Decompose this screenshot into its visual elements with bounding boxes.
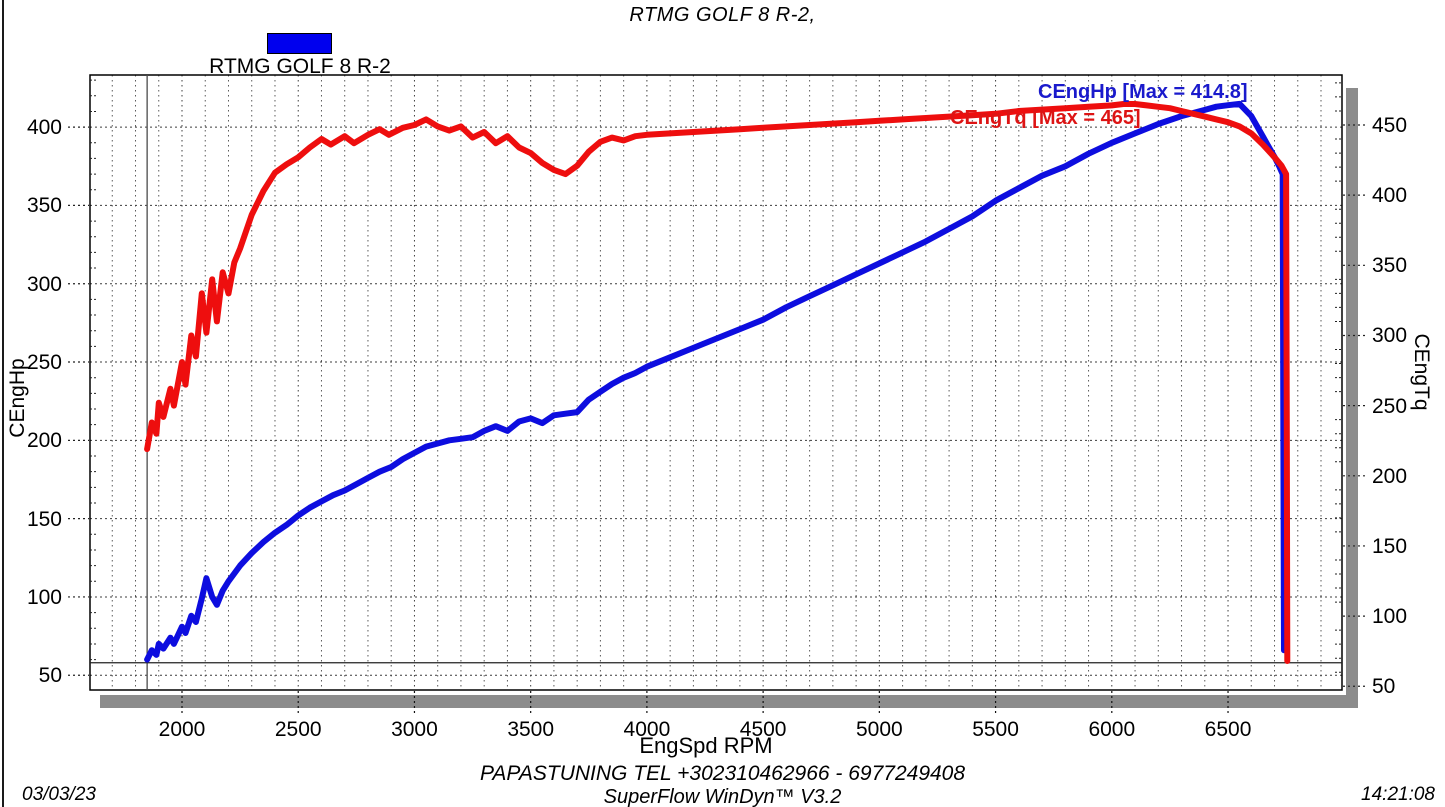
right-tick-label: 350 xyxy=(1372,254,1408,278)
left-tick-label: 100 xyxy=(26,585,62,609)
left-tick-label: 200 xyxy=(26,429,62,453)
x-axis-title: EngSpd RPM xyxy=(639,733,773,758)
right-tick-label: 400 xyxy=(1372,184,1408,208)
bottom-tick-label: 6500 xyxy=(1204,718,1252,741)
legend-color-swatch xyxy=(267,33,332,54)
cenghp-curve xyxy=(144,100,1287,663)
date-label: 03/03/23 xyxy=(22,784,96,805)
bottom-tick-label: 5500 xyxy=(972,718,1019,741)
left-tick-label: 250 xyxy=(26,351,62,375)
left-tick-label: 50 xyxy=(38,664,62,688)
cengtq-curve xyxy=(144,101,1291,664)
right-tick-label: 200 xyxy=(1372,464,1408,488)
bottom-tick-label: 6000 xyxy=(1088,718,1136,741)
bottom-tick-label: 2000 xyxy=(158,718,206,741)
left-tick-label: 300 xyxy=(26,272,62,296)
right-tick-label: 300 xyxy=(1372,324,1408,348)
tq-max-annotation: CEngTq [Max = 465] xyxy=(950,107,1141,129)
bottom-tick-label: 4500 xyxy=(739,718,787,741)
time-label: 14:21:08 xyxy=(1361,784,1435,805)
left-tick-label: 350 xyxy=(26,194,62,218)
right-tick-label: 150 xyxy=(1372,534,1408,558)
right-tick-label: 250 xyxy=(1372,394,1408,418)
hp-max-annotation: CEngHp [Max = 414.8] xyxy=(1038,81,1248,103)
left-tick-label: 400 xyxy=(26,116,62,140)
page-title: RTMG GOLF 8 R-2, xyxy=(629,4,816,26)
vertical-scrollbar[interactable] xyxy=(1346,88,1358,708)
bottom-tick-label: 5000 xyxy=(855,718,903,741)
plot-border xyxy=(89,74,1343,691)
window-left-border xyxy=(2,0,4,807)
right-tick-label: 450 xyxy=(1372,114,1408,137)
horizontal-scrollbar[interactable] xyxy=(100,695,1355,708)
right-tick-label: 50 xyxy=(1372,675,1396,699)
right-tick-label: 100 xyxy=(1372,605,1408,629)
bottom-tick-label: 3000 xyxy=(391,718,438,741)
bottom-tick-label: 2500 xyxy=(274,718,322,741)
bottom-tick-label: 3500 xyxy=(507,718,555,741)
footer-contact-line: PAPASTUNING TEL +302310462966 - 69772494… xyxy=(479,762,966,785)
legend-label: RTMG GOLF 8 R-2 xyxy=(209,55,391,78)
left-tick-label: 150 xyxy=(26,507,62,531)
bottom-tick-label: 4000 xyxy=(623,718,671,741)
footer-software-line: SuperFlow WinDyn™ V3.2 xyxy=(603,786,842,807)
